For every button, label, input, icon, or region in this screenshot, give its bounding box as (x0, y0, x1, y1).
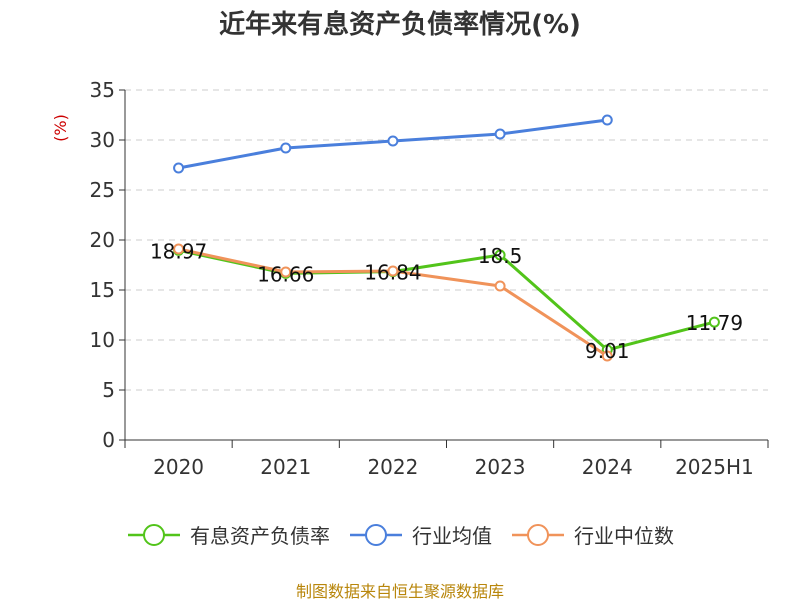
y-tick-label: 30 (90, 128, 115, 152)
x-tick-label: 2025H1 (675, 455, 754, 479)
data-label: 18.5 (478, 244, 523, 268)
legend-label: 行业均值 (412, 524, 492, 548)
data-label: 16.66 (257, 262, 314, 286)
data-point (494, 249, 506, 261)
chart-legend: 有息资产负债率 行业均值 行业中位数 (0, 520, 800, 549)
y-tick-label: 25 (90, 178, 115, 202)
x-tick-label: 2022 (367, 455, 418, 479)
legend-item[interactable]: 行业中位数 (510, 520, 674, 549)
data-point (601, 350, 613, 362)
data-point (494, 128, 506, 140)
data-point (387, 135, 399, 147)
legend-item[interactable]: 有息资产负债率 (126, 520, 330, 549)
data-point (494, 280, 506, 292)
data-point (280, 142, 292, 154)
legend-swatch (128, 523, 180, 546)
data-label: 9.01 (585, 339, 630, 363)
legend-label: 有息资产负债率 (190, 524, 330, 548)
legend-label: 行业中位数 (574, 524, 674, 548)
y-tick-label: 20 (90, 228, 115, 252)
chart-title: 近年来有息资产负债率情况(%) (219, 10, 581, 40)
data-point (708, 316, 720, 328)
legend-swatch (350, 523, 402, 546)
data-label: 11.79 (686, 311, 743, 335)
legend-item[interactable]: 行业均值 (348, 520, 492, 549)
y-tick-label: 35 (90, 78, 115, 102)
y-axis-label: (%) (51, 114, 70, 142)
x-tick-label: 2021 (260, 455, 311, 479)
y-tick-label: 15 (90, 278, 115, 302)
y-tick-label: 10 (90, 328, 115, 352)
data-point (601, 114, 613, 126)
source-note: 制图数据来自恒生聚源数据库 (295, 582, 504, 601)
x-tick-label: 2024 (582, 455, 633, 479)
data-point (387, 265, 399, 277)
x-tick-label: 2020 (153, 455, 204, 479)
y-tick-label: 0 (102, 428, 115, 452)
data-label: 16.84 (364, 261, 421, 285)
data-label: 18.97 (150, 239, 207, 263)
data-point (173, 243, 185, 255)
x-tick-label: 2023 (475, 455, 526, 479)
data-point (173, 162, 185, 174)
data-point (280, 266, 292, 278)
y-tick-label: 5 (102, 378, 115, 402)
legend-swatch (512, 523, 564, 546)
